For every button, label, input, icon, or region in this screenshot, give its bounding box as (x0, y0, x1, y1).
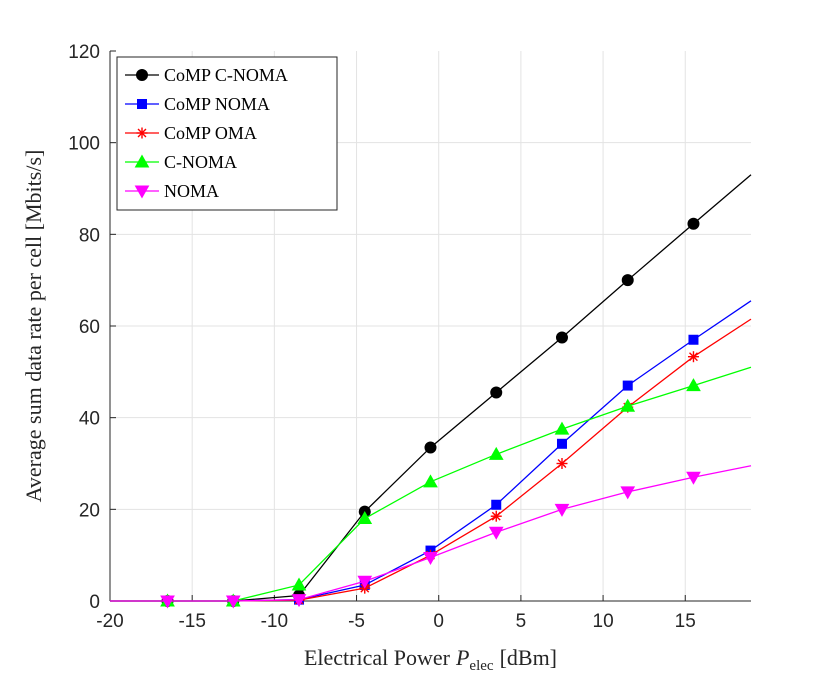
data-point-comp-c-noma (621, 274, 634, 287)
y-tick-label: 100 (68, 134, 100, 155)
legend-marker-comp-noma (137, 99, 147, 109)
x-tick-label: 5 (516, 611, 527, 632)
legend-label-noma: NOMA (164, 181, 219, 201)
data-point-comp-oma (490, 510, 502, 522)
data-point-c-noma (357, 510, 373, 524)
data-point-noma (291, 594, 307, 608)
x-tick-label: 15 (675, 611, 696, 632)
data-point-comp-noma (556, 438, 567, 449)
legend-marker-comp-oma (136, 127, 148, 139)
data-point-comp-c-noma (424, 441, 437, 454)
legend-marker-noma (134, 185, 150, 199)
legend-marker-c-noma (134, 154, 150, 168)
y-tick-label: 0 (89, 592, 100, 613)
y-tick-label: 120 (68, 42, 100, 63)
data-point-comp-oma (556, 458, 568, 469)
y-tick-label: 20 (79, 500, 100, 521)
legend-label-comp-noma: CoMP NOMA (164, 94, 270, 114)
grid (110, 51, 751, 601)
y-tick-label: 80 (79, 225, 100, 246)
legend-label-comp-oma: CoMP OMA (164, 123, 257, 143)
data-point-c-noma (686, 378, 701, 392)
y-axis-label: Average sum data rate per cell [Mbits/s] (21, 150, 46, 503)
data-point-noma (620, 486, 636, 500)
x-tick-label: 10 (593, 611, 614, 632)
x-tick-label: -20 (96, 611, 123, 632)
data-point-comp-c-noma (687, 217, 700, 230)
y-tick-label: 40 (79, 409, 100, 430)
data-point-noma (357, 575, 373, 589)
legend-label-c-noma: C-NOMA (164, 152, 237, 172)
data-point-c-noma (488, 446, 504, 460)
data-point-noma (225, 595, 241, 609)
series-noma (110, 465, 752, 609)
data-point-c-noma (620, 398, 636, 412)
legend-label-comp-c-noma: CoMP C-NOMA (164, 65, 288, 85)
data-point-comp-noma (688, 334, 699, 345)
x-axis-label-unit: [dBm] (500, 645, 557, 670)
x-tick-label: 0 (433, 611, 444, 632)
data-point-noma (554, 503, 570, 517)
x-axis-label-text: Electrical Power (304, 645, 451, 670)
tick-labels: -20 -15 -10 -5 0 5 10 15 0 20 40 60 80 100 120 (68, 42, 696, 632)
data-point-noma (160, 595, 175, 609)
x-tick-label: -5 (348, 611, 365, 632)
x-tick-label: -10 (261, 611, 288, 632)
data-point-comp-oma (687, 351, 699, 363)
data-point-comp-noma (491, 499, 502, 510)
series-group (110, 174, 752, 609)
data-point-noma (488, 526, 504, 540)
y-tick-label: 60 (79, 317, 100, 338)
data-point-comp-c-noma (490, 386, 503, 399)
data-point-c-noma (554, 421, 570, 435)
x-axis-label: Electrical Power Pelec [dBm] (304, 645, 557, 674)
data-point-noma (423, 551, 438, 565)
data-point-noma (686, 471, 701, 485)
x-axis-label-sub: elec (469, 658, 493, 674)
data-point-comp-c-noma (555, 331, 568, 344)
legend: CoMP C-NOMA CoMP NOMA CoMP OMA C-NOMA NOMA (116, 56, 338, 211)
x-tick-label: -15 (178, 611, 205, 632)
data-point-comp-noma (622, 380, 633, 391)
x-axis-label-var: P (455, 645, 469, 670)
data-point-c-noma (291, 577, 307, 591)
legend-marker-comp-c-noma (136, 69, 148, 81)
data-point-c-noma (423, 474, 438, 488)
